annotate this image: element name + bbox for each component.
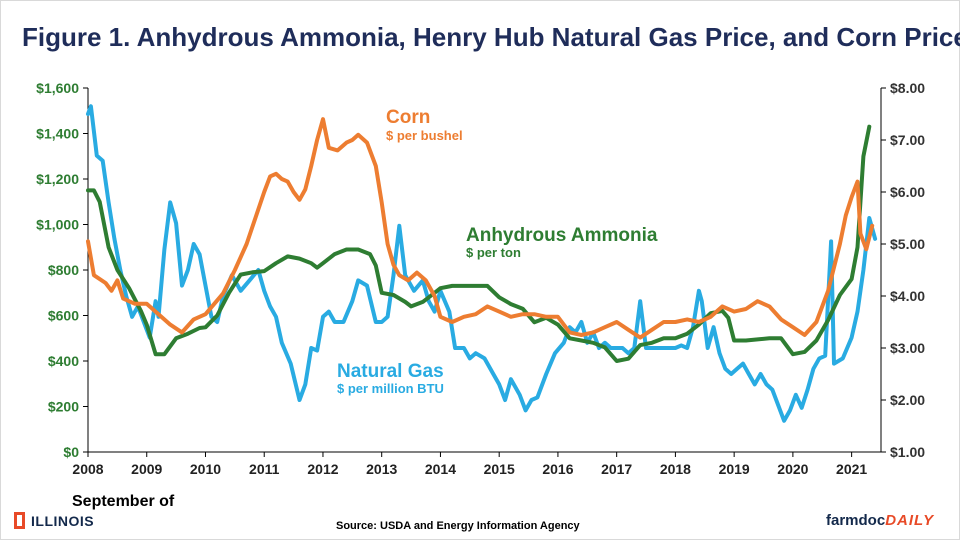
x-tick-label: 2009 <box>131 461 162 477</box>
farmdoc-wordmark: farmdoc <box>826 512 886 529</box>
farmdoc-daily-logo: farmdocDAILY <box>826 512 934 529</box>
x-tick-label: 2014 <box>425 461 456 477</box>
y-left-tick-label: $800 <box>48 262 79 278</box>
y-left-tick-label: $0 <box>63 444 79 460</box>
y-right-tick-label: $6.00 <box>890 184 925 200</box>
axes: $0 $200 $400 $600 $800 $1,000 $1,200 $1,400 $1,6… <box>36 80 925 477</box>
series-unit-corn: $ per bushel <box>386 128 463 143</box>
series-line-natural-gas <box>86 104 878 423</box>
y-left-tick-label: $1,400 <box>36 126 79 142</box>
series-label-corn: Corn <box>386 107 430 128</box>
series-line-anhydrous-ammonia <box>86 124 872 363</box>
y-right-tick-label: $5.00 <box>890 236 925 252</box>
series-layer <box>86 104 878 423</box>
y-right-tick-label: $1.00 <box>890 444 925 460</box>
chart-title: Figure 1. Anhydrous Ammonia, Henry Hub N… <box>22 22 960 52</box>
x-tick-label: 2017 <box>601 461 632 477</box>
x-tick-label: 2013 <box>366 461 397 477</box>
series-label-natural-gas: Natural Gas <box>337 361 444 382</box>
x-tick-label: 2011 <box>249 461 280 477</box>
x-tick-label: 2016 <box>542 461 573 477</box>
series-label-ammonia: Anhydrous Ammonia <box>466 225 658 246</box>
y-right-tick-label: $4.00 <box>890 288 925 304</box>
illinois-wordmark: ILLINOIS <box>31 512 95 529</box>
y-left-tick-label: $1,000 <box>36 217 79 233</box>
illinois-block-i-icon <box>14 512 25 529</box>
x-tick-label: 2015 <box>484 461 515 477</box>
y-left-tick-label: $1,600 <box>36 80 79 96</box>
x-tick-label: 2019 <box>719 461 750 477</box>
x-tick-label: 2021 <box>836 461 867 477</box>
y-left-tick-label: $600 <box>48 308 79 324</box>
illinois-logo: ILLINOIS <box>14 512 94 529</box>
y-left-tick-label: $200 <box>48 399 79 415</box>
source-note: Source: USDA and Energy Information Agen… <box>336 520 580 532</box>
y-right-tick-label: $3.00 <box>890 340 925 356</box>
series-unit-natural-gas: $ per million BTU <box>337 381 444 396</box>
x-tick-label: 2010 <box>190 461 221 477</box>
y-left-tick-label: $400 <box>48 353 79 369</box>
x-tick-label: 2020 <box>777 461 808 477</box>
y-left-tick-label: $1,200 <box>36 171 79 187</box>
x-tick-label: 2008 <box>72 461 103 477</box>
series-unit-ammonia: $ per ton <box>466 245 521 260</box>
x-axis-footnote: September of <box>72 493 175 510</box>
y-right-tick-label: $8.00 <box>890 80 925 96</box>
series-line-corn <box>86 117 875 340</box>
y-right-tick-label: $7.00 <box>890 132 925 148</box>
series-labels: Corn $ per bushel Anhydrous Ammonia $ pe… <box>337 107 658 396</box>
y-right-tick-label: $2.00 <box>890 392 925 408</box>
x-tick-label: 2018 <box>660 461 691 477</box>
daily-wordmark: DAILY <box>885 512 935 529</box>
x-tick-label: 2012 <box>307 461 338 477</box>
